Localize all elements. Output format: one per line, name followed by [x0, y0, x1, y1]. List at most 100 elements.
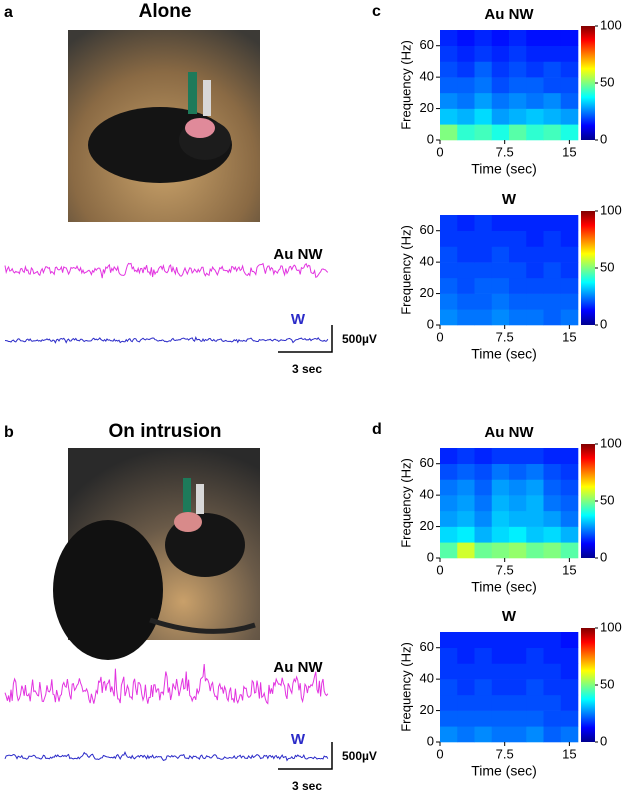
heat-cell [492, 663, 510, 679]
heat-cell [526, 262, 544, 278]
heat-cell [457, 542, 475, 558]
trace-label: W [291, 731, 306, 748]
heat-cell [526, 695, 544, 711]
colorbar-tick-label: 50 [600, 74, 614, 89]
heat-cell [475, 77, 493, 93]
heat-cell [544, 309, 562, 325]
heat-cell [492, 511, 510, 527]
colorbar-tick-label: 0 [600, 733, 607, 748]
heat-cell [526, 61, 544, 77]
heat-cell [475, 294, 493, 310]
heat-cell [440, 93, 458, 109]
heat-cell [457, 648, 475, 664]
heat-cell [475, 527, 493, 543]
heat-cell [544, 30, 562, 46]
heat-cell [492, 542, 510, 558]
y-tick-label: 60 [420, 455, 434, 470]
heat-cell [561, 61, 579, 77]
heat-cell [440, 479, 458, 495]
x-tick-label: 7.5 [496, 144, 514, 159]
heat-cell [544, 648, 562, 664]
y-tick-label: 20 [420, 702, 434, 717]
heat-cell [492, 215, 510, 231]
panel-label: b [4, 424, 14, 441]
heat-cell [561, 448, 579, 464]
heat-cell [457, 448, 475, 464]
heat-cell [492, 479, 510, 495]
heat-cell [492, 294, 510, 310]
heat-cell [561, 109, 579, 125]
x-tick-label: 7.5 [496, 562, 514, 577]
heat-cell [526, 77, 544, 93]
heat-cell [544, 93, 562, 109]
heat-cell [475, 246, 493, 262]
heat-cell [457, 309, 475, 325]
heat-cell [561, 464, 579, 480]
heat-cell [440, 246, 458, 262]
trace-label: W [291, 311, 306, 328]
y-tick-label: 60 [420, 37, 434, 52]
heat-cell [561, 262, 579, 278]
heat-cell [457, 278, 475, 294]
panel-title: On intrusion [109, 421, 222, 442]
heat-cell [492, 309, 510, 325]
y-tick-label: 40 [420, 671, 434, 686]
heat-cell [526, 632, 544, 648]
heat-cell [509, 93, 527, 109]
heat-cell [526, 648, 544, 664]
heat-cell [440, 309, 458, 325]
heat-cell [492, 77, 510, 93]
heat-cell [526, 464, 544, 480]
heat-cell [457, 663, 475, 679]
heat-cell [526, 246, 544, 262]
heat-cell [544, 215, 562, 231]
heat-cell [509, 464, 527, 480]
heat-cell [561, 124, 579, 140]
heat-cell [475, 679, 493, 695]
heat-cell [544, 246, 562, 262]
heat-cell [526, 511, 544, 527]
heat-cell [457, 46, 475, 62]
colorbar [581, 628, 595, 742]
heat-cell [561, 511, 579, 527]
heat-cell [475, 278, 493, 294]
heat-cell [457, 495, 475, 511]
heat-cell [492, 46, 510, 62]
heat-cell [475, 511, 493, 527]
heat-cell [544, 231, 562, 247]
colorbar-tick-label: 50 [600, 492, 614, 507]
heat-cell [457, 109, 475, 125]
x-tick-label: 7.5 [496, 746, 514, 761]
heat-cell [561, 215, 579, 231]
heat-cell [526, 542, 544, 558]
heat-cell [475, 309, 493, 325]
y-tick-label: 40 [420, 254, 434, 269]
heat-cell [509, 309, 527, 325]
heat-cell [440, 726, 458, 742]
heat-cell [509, 679, 527, 695]
heat-cell [509, 695, 527, 711]
heat-cell [475, 93, 493, 109]
x-tick-label: 15 [562, 144, 576, 159]
heat-cell [475, 711, 493, 727]
heat-cell [561, 294, 579, 310]
heat-cell [457, 726, 475, 742]
y-tick-label: 0 [427, 733, 434, 748]
heat-cell [526, 109, 544, 125]
heat-cell [440, 542, 458, 558]
photo-intrusion [53, 448, 260, 660]
chart-title: W [502, 191, 517, 208]
heat-cell [561, 711, 579, 727]
y-tick-label: 0 [427, 316, 434, 331]
heat-cell [492, 632, 510, 648]
heat-cell [475, 262, 493, 278]
x-axis-label: Time (sec) [471, 161, 537, 177]
heat-cell [492, 648, 510, 664]
heat-cell [544, 542, 562, 558]
x-tick-label: 0 [436, 144, 443, 159]
heat-cell [440, 294, 458, 310]
heat-cell [440, 262, 458, 278]
y-tick-label: 60 [420, 222, 434, 237]
heat-cell [509, 46, 527, 62]
